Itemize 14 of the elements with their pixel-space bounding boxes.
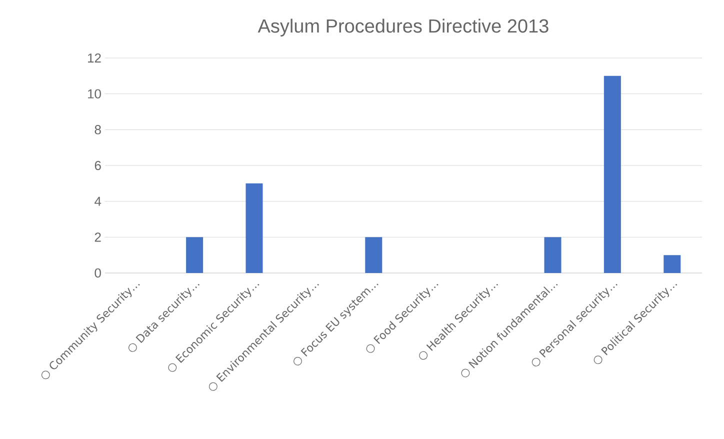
bar xyxy=(544,237,562,273)
bar xyxy=(365,237,382,273)
chart-title: Asylum Procedures Directive 2013 xyxy=(258,18,548,36)
y-tick-label: 0 xyxy=(94,268,101,278)
bar xyxy=(604,76,621,273)
y-tick-label: 12 xyxy=(88,53,101,63)
y-tick-label: 2 xyxy=(94,232,101,242)
bar xyxy=(186,237,204,273)
y-tick-label: 10 xyxy=(88,89,101,98)
bar xyxy=(246,183,263,273)
y-tick-label: 4 xyxy=(94,196,102,206)
y-tick-label: 6 xyxy=(94,160,101,170)
y-tick-label: 8 xyxy=(94,125,101,134)
bar xyxy=(664,255,681,273)
